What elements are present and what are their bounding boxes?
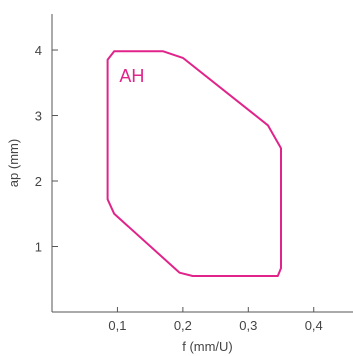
y-ticks: 1 2 3 4: [35, 43, 58, 255]
x-tick-label: 0,1: [108, 318, 126, 333]
y-tick-label: 2: [35, 174, 42, 189]
region-label: AH: [119, 66, 144, 86]
y-tick-label: 1: [35, 240, 42, 255]
y-axis-label: ap (mm): [6, 139, 21, 187]
regions: AH: [106, 50, 282, 277]
x-tick-label: 0,3: [239, 318, 257, 333]
region-outline: [106, 50, 282, 277]
y-tick-label: 4: [35, 43, 42, 58]
axes: [51, 14, 353, 313]
x-axis-label: f (mm/U): [182, 339, 233, 354]
y-tick-label: 3: [35, 109, 42, 124]
x-ticks: 0,1 0,2 0,3 0,4: [108, 307, 323, 333]
x-tick-label: 0,4: [305, 318, 323, 333]
x-tick-label: 0,2: [174, 318, 192, 333]
